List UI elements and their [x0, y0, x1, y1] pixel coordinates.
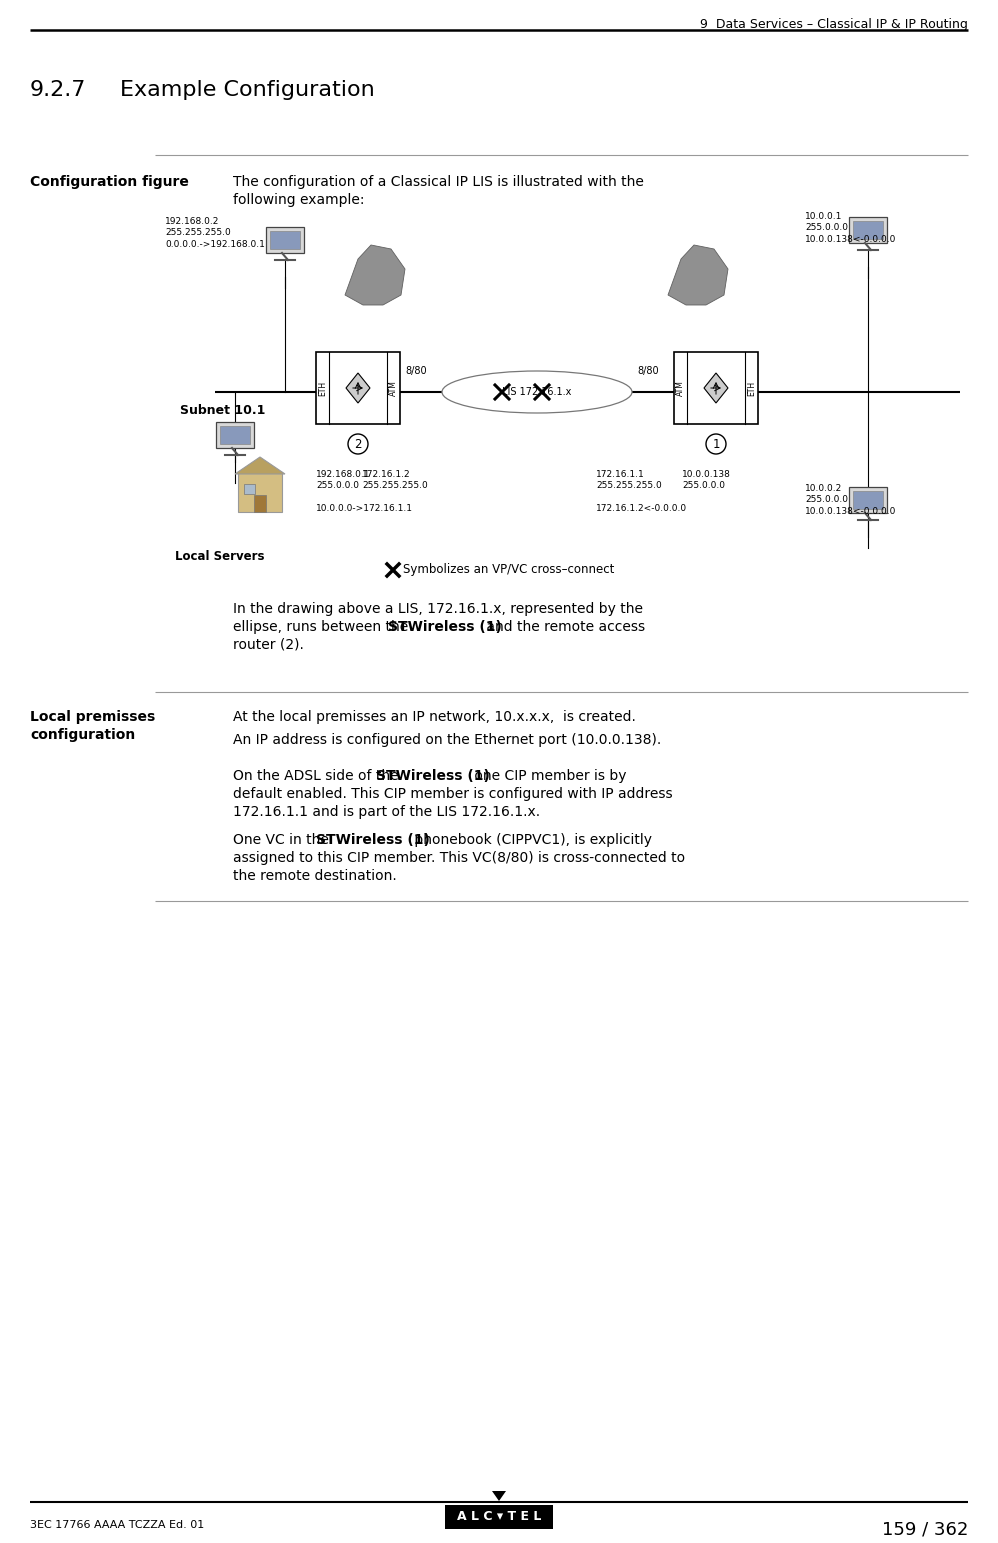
Bar — [316, 352, 400, 424]
Bar — [849, 218, 887, 242]
Text: the remote destination.: the remote destination. — [233, 869, 397, 883]
Text: STWireless (1): STWireless (1) — [376, 768, 490, 782]
Bar — [254, 495, 266, 512]
Text: router (2).: router (2). — [233, 637, 303, 653]
Text: 172.16.1.1
255.255.255.0: 172.16.1.1 255.255.255.0 — [596, 471, 662, 491]
Bar — [266, 227, 304, 253]
Text: 3EC 17766 AAAA TCZZA Ed. 01: 3EC 17766 AAAA TCZZA Ed. 01 — [30, 1520, 205, 1531]
Bar — [853, 491, 883, 509]
Text: LIS 172.16.1.x: LIS 172.16.1.x — [502, 387, 572, 397]
Text: Symbolizes an VP/VC cross–connect: Symbolizes an VP/VC cross–connect — [403, 563, 615, 577]
Text: 9  Data Services – Classical IP & IP Routing: 9 Data Services – Classical IP & IP Rout… — [701, 19, 968, 31]
Polygon shape — [704, 373, 728, 403]
Bar — [445, 1504, 553, 1529]
Text: configuration: configuration — [30, 728, 136, 742]
Text: 172.16.1.2<-0.0.0.0: 172.16.1.2<-0.0.0.0 — [596, 505, 688, 512]
Text: 159 / 362: 159 / 362 — [881, 1520, 968, 1538]
Text: Example Configuration: Example Configuration — [120, 80, 375, 100]
Text: ATM: ATM — [389, 380, 398, 397]
Text: On the ADSL side of the: On the ADSL side of the — [233, 768, 403, 782]
Text: 9.2.7: 9.2.7 — [30, 80, 87, 100]
Text: 8/80: 8/80 — [405, 366, 426, 376]
Bar — [244, 485, 255, 494]
Text: Subnet 10.1: Subnet 10.1 — [180, 404, 265, 417]
Bar — [238, 472, 282, 512]
Text: 10.0.0.1
255.0.0.0
10.0.0.138<-0.0.0.0: 10.0.0.1 255.0.0.0 10.0.0.138<-0.0.0.0 — [805, 211, 896, 244]
Text: Local premisses: Local premisses — [30, 710, 156, 724]
Bar — [220, 426, 250, 444]
Ellipse shape — [442, 370, 632, 414]
Text: 172.16.1.2
255.255.255.0: 172.16.1.2 255.255.255.0 — [362, 471, 428, 491]
Text: phonebook (CIPPVC1), is explicitly: phonebook (CIPPVC1), is explicitly — [410, 833, 652, 847]
Bar — [849, 488, 887, 512]
Text: An IP address is configured on the Ethernet port (10.0.0.138).: An IP address is configured on the Ether… — [233, 733, 662, 747]
Text: default enabled. This CIP member is configured with IP address: default enabled. This CIP member is conf… — [233, 787, 673, 801]
Polygon shape — [346, 373, 370, 403]
Bar — [270, 231, 300, 248]
Text: assigned to this CIP member. This VC(8/80) is cross-connected to: assigned to this CIP member. This VC(8/8… — [233, 852, 685, 866]
Text: One VC in the: One VC in the — [233, 833, 333, 847]
Polygon shape — [235, 457, 285, 474]
Polygon shape — [668, 245, 728, 306]
Text: At the local premisses an IP network, 10.x.x.x,  is created.: At the local premisses an IP network, 10… — [233, 710, 636, 724]
Text: ellipse, runs between the: ellipse, runs between the — [233, 620, 412, 634]
Text: Configuration figure: Configuration figure — [30, 174, 189, 188]
Text: 172.16.1.1 and is part of the LIS 172.16.1.x.: 172.16.1.1 and is part of the LIS 172.16… — [233, 805, 540, 819]
Circle shape — [706, 434, 726, 454]
Text: 10.0.0.138
255.0.0.0: 10.0.0.138 255.0.0.0 — [682, 471, 731, 491]
Bar — [674, 352, 758, 424]
Text: 10.0.0.0->172.16.1.1: 10.0.0.0->172.16.1.1 — [316, 505, 413, 512]
Circle shape — [348, 434, 368, 454]
Text: following example:: following example: — [233, 193, 364, 207]
Polygon shape — [345, 245, 405, 306]
Text: ATM: ATM — [676, 380, 685, 397]
Polygon shape — [492, 1491, 506, 1501]
Bar — [216, 421, 254, 447]
Text: ETH: ETH — [747, 381, 756, 395]
Text: STWireless (1): STWireless (1) — [387, 620, 502, 634]
Text: In the drawing above a LIS, 172.16.1.x, represented by the: In the drawing above a LIS, 172.16.1.x, … — [233, 602, 643, 616]
Text: 10.0.0.2
255.0.0.0
10.0.0.138<-0.0.0.0: 10.0.0.2 255.0.0.0 10.0.0.138<-0.0.0.0 — [805, 485, 896, 515]
Text: 2: 2 — [354, 438, 361, 451]
Text: 8/80: 8/80 — [637, 366, 659, 376]
Text: STWireless (1): STWireless (1) — [316, 833, 430, 847]
Text: one CIP member is by: one CIP member is by — [470, 768, 626, 782]
Text: The configuration of a Classical IP LIS is illustrated with the: The configuration of a Classical IP LIS … — [233, 174, 644, 188]
Text: 1: 1 — [713, 438, 720, 451]
Text: A L C ▾ T E L: A L C ▾ T E L — [457, 1511, 541, 1523]
Bar — [853, 221, 883, 239]
Text: and the remote access: and the remote access — [481, 620, 645, 634]
Text: 192.168.0.1
255.0.0.0: 192.168.0.1 255.0.0.0 — [316, 471, 370, 491]
Text: Local Servers: Local Servers — [175, 549, 264, 563]
Text: ETH: ETH — [318, 381, 327, 395]
Text: 192.168.0.2
255.255.255.0
0.0.0.0.->192.168.0.1: 192.168.0.2 255.255.255.0 0.0.0.0.->192.… — [165, 218, 264, 248]
